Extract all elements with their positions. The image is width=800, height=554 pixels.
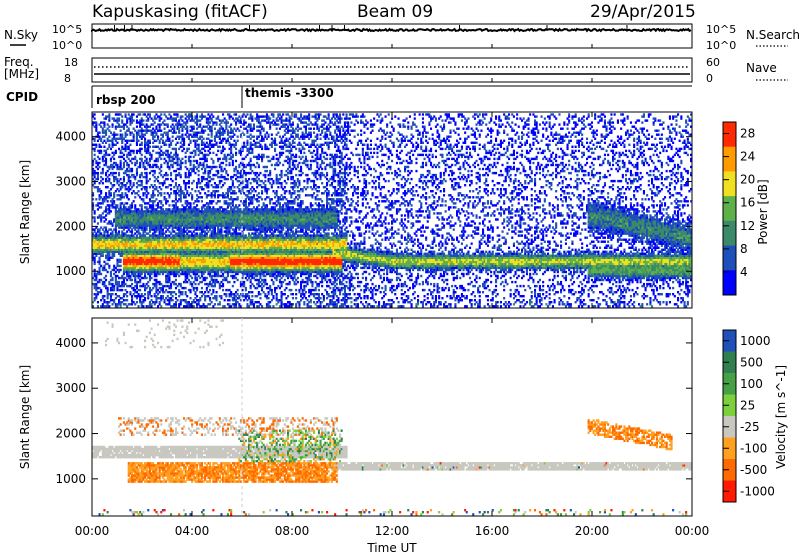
- velocity-cbar-tick: 500: [740, 355, 763, 369]
- velocity-cbar-tick: -25: [740, 420, 760, 434]
- nsearch-label: N.Search: [746, 28, 800, 42]
- y-tick-label: 2000: [55, 219, 86, 233]
- freq-units: [MHz]: [4, 67, 39, 81]
- x-tick-label: 04:00: [175, 524, 210, 538]
- y-tick-label: 3000: [55, 175, 86, 189]
- power-cbar-tick: 20: [740, 173, 755, 187]
- x-tick-label: 12:00: [375, 524, 410, 538]
- power-data: [92, 113, 692, 308]
- noise-panel: N.Sky 10^5 10^0 10^5 10^0 N.Search: [4, 23, 800, 52]
- velocity-panel: 1000 2000 3000 4000 Slant Range [km]: [18, 317, 693, 517]
- velocity-colorbar: 1000 500 100 25 -25 -100 -500 -1000: [722, 329, 775, 503]
- nave-label: Nave: [746, 61, 777, 75]
- x-tick-label: 20:00: [575, 524, 610, 538]
- power-colorbar-label: Power [dB]: [756, 179, 770, 244]
- freq-panel: Freq. [MHz] 18 8 60 0 Nave: [4, 55, 788, 85]
- noise-right-tick-top: 10^5: [706, 23, 736, 36]
- time-axis: 00:00 04:00 08:00 12:00 16:00 20:00 00:00: [75, 44, 710, 538]
- x-tick-label: 08:00: [275, 524, 310, 538]
- cpid-label: CPID: [6, 90, 38, 104]
- date-label: 29/Apr/2015: [590, 2, 696, 22]
- power-cbar-tick: 24: [740, 150, 755, 164]
- y-tick-label: 3000: [55, 381, 86, 395]
- freq-tick-bottom: 8: [64, 72, 71, 85]
- x-tick-label: 16:00: [475, 524, 510, 538]
- cpid-panel: CPID rbsp 200 themis -3300: [6, 85, 692, 108]
- velocity-cbar-tick: 25: [740, 398, 755, 412]
- y-tick-label: 4000: [55, 336, 86, 350]
- power-y-label: Slant Range [km]: [18, 160, 32, 264]
- velocity-y-label: Slant Range [km]: [18, 365, 32, 469]
- power-cbar-tick: 4: [740, 265, 748, 279]
- y-tick-label: 1000: [55, 264, 86, 278]
- power-colorbar: 28 24 20 16 12 8 4: [722, 121, 755, 296]
- power-y-ticks: 1000 2000 3000 4000: [55, 130, 692, 278]
- velocity-cbar-tick: -500: [740, 463, 767, 477]
- station-title: Kapuskasing (fitACF): [92, 2, 268, 22]
- noise-sky-trace: [91, 25, 692, 33]
- velocity-cbar-tick: 100: [740, 377, 763, 391]
- x-axis-label: Time UT: [366, 541, 417, 554]
- nave-tick-bottom: 0: [706, 72, 713, 85]
- velocity-cbar-tick: -100: [740, 441, 767, 455]
- y-tick-label: 1000: [55, 472, 86, 486]
- velocity-data: [92, 319, 692, 516]
- x-tick-label: 00:00: [675, 524, 710, 538]
- freq-tick-top: 18: [64, 56, 78, 69]
- x-tick-label: 00:00: [75, 524, 110, 538]
- power-cbar-tick: 12: [740, 219, 755, 233]
- power-cbar-tick: 28: [740, 127, 755, 141]
- power-cbar-tick: 16: [740, 196, 755, 210]
- power-panel: 1000 2000 3000 4000 Slant Range [km]: [18, 111, 693, 309]
- y-tick-label: 4000: [55, 130, 86, 144]
- velocity-colorbar-label: Velocity [m s^-1]: [774, 365, 788, 469]
- power-cbar-tick: 8: [740, 242, 748, 256]
- velocity-cbar-tick: -1000: [740, 484, 775, 498]
- nsky-label: N.Sky: [4, 28, 38, 42]
- freq-label: Freq.: [4, 55, 34, 69]
- cpid-mode-rbsp: rbsp 200: [96, 93, 155, 107]
- noise-left-tick-bottom: 10^0: [52, 39, 82, 52]
- y-tick-label: 2000: [55, 427, 86, 441]
- noise-right-tick-bottom: 10^0: [706, 39, 736, 52]
- velocity-cbar-tick: 1000: [740, 334, 771, 348]
- noise-left-tick-top: 10^5: [52, 23, 82, 36]
- nave-tick-top: 60: [706, 56, 720, 69]
- beam-label: Beam 09: [357, 2, 433, 22]
- cpid-mode-themis: themis -3300: [245, 86, 334, 100]
- velocity-y-ticks: 1000 2000 3000 4000: [55, 336, 692, 486]
